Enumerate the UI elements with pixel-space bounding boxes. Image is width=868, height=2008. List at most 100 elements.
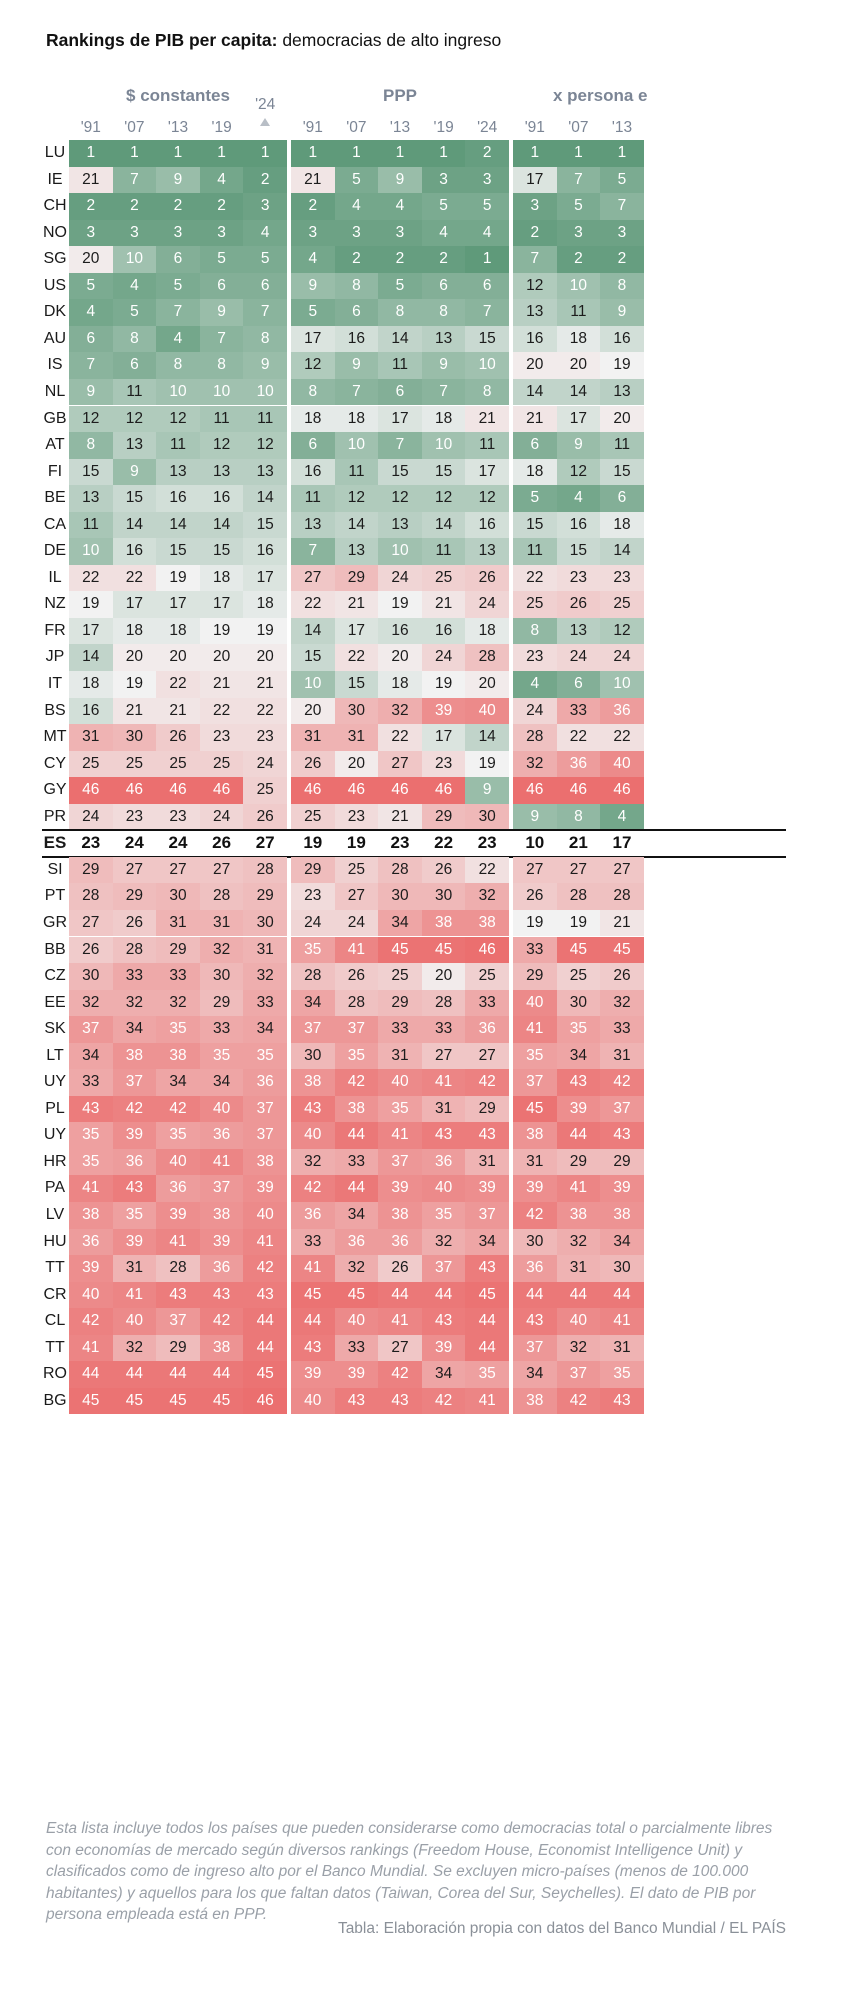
table-cell: 19 — [465, 750, 509, 778]
table-cell: 4 — [156, 325, 200, 353]
table-cell: 35 — [334, 1042, 379, 1070]
row-label: FI — [47, 462, 63, 480]
table-cell: 12 — [513, 272, 557, 300]
table-cell: 35 — [378, 1095, 422, 1123]
table-cell: 5 — [69, 272, 113, 300]
table-cell: 13 — [156, 458, 200, 486]
table-cell: 26 — [243, 803, 287, 831]
sort-ascending-icon[interactable] — [260, 118, 271, 126]
table-cell: 42 — [556, 1387, 601, 1415]
row-label: BG — [43, 1391, 67, 1409]
table-cell: 23 — [334, 803, 379, 831]
table-cell: 33 — [513, 936, 557, 964]
table-cell: 32 — [112, 989, 157, 1017]
table-cell: 15 — [556, 538, 601, 565]
table-cell: 20 — [69, 246, 113, 273]
table-cell: 35 — [465, 1361, 509, 1388]
table-cell: 6 — [556, 671, 601, 698]
table-cell: 22 — [421, 830, 466, 857]
table-cell: 7 — [156, 299, 200, 326]
year-header[interactable]: '24 — [255, 96, 276, 113]
table-cell: 13 — [465, 538, 509, 565]
table-cell: 40 — [600, 750, 644, 778]
table-cell: 35 — [199, 1042, 244, 1070]
table-cell: 8 — [465, 378, 509, 406]
table-cell: 2 — [334, 246, 379, 273]
table-cell: 7 — [243, 299, 287, 326]
row-label: US — [43, 276, 67, 294]
table-cell: 44 — [556, 1122, 601, 1149]
table-cell: 42 — [334, 1069, 379, 1096]
table-cell: 38 — [69, 1202, 113, 1229]
table-cell: 18 — [600, 511, 644, 539]
table-cell: 40 — [513, 989, 557, 1017]
table-cell: 29 — [291, 856, 335, 884]
table-cell: 14 — [600, 538, 644, 565]
year-header: '07 — [568, 119, 589, 136]
table-cell: 4 — [465, 219, 509, 247]
table-cell: 20 — [156, 644, 200, 671]
table-cell: 31 — [69, 724, 113, 751]
table-cell: 36 — [600, 697, 644, 725]
table-cell: 24 — [69, 803, 113, 831]
table-cell: 30 — [112, 724, 157, 751]
table-cell: 28 — [112, 936, 157, 964]
table-cell: 26 — [378, 1255, 422, 1282]
table-cell: 33 — [378, 1016, 422, 1043]
table-cell: 24 — [600, 644, 644, 671]
table-cell: 26 — [421, 856, 466, 884]
table-cell: 3 — [556, 219, 601, 247]
table-cell: 30 — [421, 883, 466, 910]
table-cell: 12 — [421, 485, 466, 512]
table-cell: 42 — [112, 1095, 157, 1123]
title-rest: democracias de alto ingreso — [277, 30, 502, 50]
table-cell: 45 — [334, 1281, 379, 1309]
title-bold: Rankings de PIB per capita: — [46, 30, 278, 50]
table-cell: 9 — [156, 166, 200, 194]
table-cell: 23 — [199, 724, 244, 751]
table-cell: 32 — [378, 697, 422, 725]
table-cell: 4 — [334, 193, 379, 220]
table-cell: 4 — [243, 219, 287, 247]
table-cell: 46 — [421, 777, 466, 804]
table-cell: 22 — [291, 591, 335, 618]
row-label: GB — [43, 409, 67, 427]
table-cell: 33 — [421, 1016, 466, 1043]
table-cell: 18 — [378, 671, 422, 698]
table-cell: 39 — [513, 1175, 557, 1202]
table-cell: 7 — [334, 378, 379, 406]
table-cell: 1 — [513, 140, 557, 167]
table-cell: 2 — [421, 246, 466, 273]
table-cell: 36 — [334, 1228, 379, 1256]
table-cell: 14 — [156, 511, 200, 539]
table-cell: 33 — [69, 1069, 113, 1096]
table-cell: 13 — [556, 617, 601, 645]
table-cell: 31 — [243, 936, 287, 964]
table-cell: 17 — [556, 405, 601, 433]
table-cell: 31 — [465, 1148, 509, 1176]
table-cell: 44 — [69, 1361, 113, 1388]
table-cell: 44 — [600, 1281, 644, 1309]
table-cell: 37 — [69, 1016, 113, 1043]
table-cell: 6 — [199, 272, 244, 300]
table-cell: 1 — [421, 140, 466, 167]
table-cell: 28 — [334, 989, 379, 1017]
table-cell: 41 — [69, 1175, 113, 1202]
table-cell: 1 — [600, 140, 644, 167]
table-cell: 24 — [378, 564, 422, 592]
table-cell: 4 — [513, 671, 557, 698]
row-label: EE — [44, 993, 66, 1011]
table-cell: 25 — [600, 591, 644, 618]
table-cell: 15 — [156, 538, 200, 565]
year-header: '91 — [524, 119, 545, 136]
table-cell: 38 — [291, 1069, 335, 1096]
row-label: HU — [43, 1232, 67, 1250]
table-cell: 30 — [600, 1255, 644, 1282]
table-cell: 41 — [378, 1308, 422, 1335]
table-cell: 22 — [465, 856, 509, 884]
table-cell: 4 — [69, 299, 113, 326]
year-header: '07 — [124, 119, 145, 136]
table-cell: 33 — [243, 989, 287, 1017]
table-cell: 34 — [378, 909, 422, 937]
table-cell: 45 — [556, 936, 601, 964]
